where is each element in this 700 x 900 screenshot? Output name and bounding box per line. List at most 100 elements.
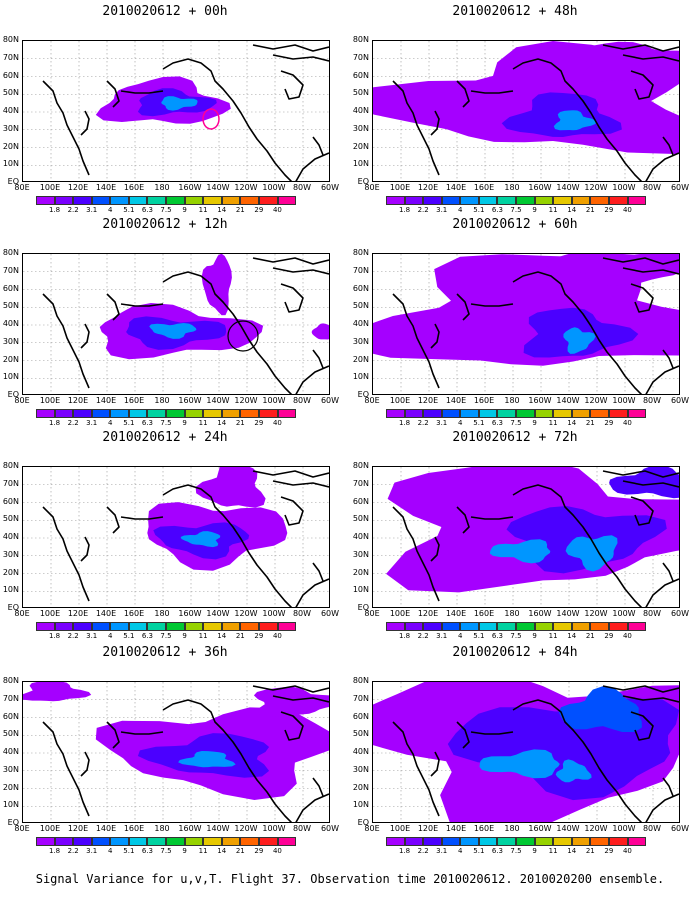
latitude-tick-label: 30N: [2, 549, 19, 559]
longitude-tick-label: 120E: [67, 396, 89, 405]
coastline: [312, 136, 324, 156]
colorbar-swatch: [277, 409, 297, 418]
colorbar-label: 29: [254, 847, 264, 855]
colorbar-label: 29: [604, 419, 614, 427]
longitude-tick-label: 180: [154, 183, 170, 192]
colorbar-label: 2.2: [67, 206, 79, 214]
latitude-tick-label: 80N: [2, 35, 19, 44]
colorbar-label: 5.1: [473, 419, 485, 427]
colorbar-label: 11: [198, 847, 208, 855]
colorbar-label: 5.1: [123, 632, 135, 640]
variance-shading: [202, 108, 220, 130]
colorbar-label: 29: [604, 206, 614, 214]
longitude-axis: 80E 100E 120E 140E 160E 180 160W 140W 120W 100W 80…: [364, 824, 689, 834]
longitude-tick-label: 180: [154, 824, 170, 833]
latitude-tick-label: 50N: [2, 301, 19, 311]
coastline: [392, 293, 440, 389]
colorbar-label: 40: [622, 206, 632, 214]
longitude-tick-label: 80E: [364, 183, 380, 192]
colorbar: 1.8 2.2 3.1 4 5.1 6.3 7.5 9 11 14 21 29 40: [386, 837, 647, 857]
latitude-tick-label: 80N: [2, 461, 19, 470]
colorbar-swatch: [590, 837, 609, 846]
colorbar-swatch: [128, 622, 148, 631]
colorbar-swatch: [110, 196, 129, 205]
colorbar-label: 29: [604, 632, 614, 640]
colorbar-label: 11: [198, 419, 208, 427]
colorbar-label: 1.8: [48, 632, 61, 640]
colorbar-swatch: [128, 409, 148, 418]
variance-shading: [180, 531, 221, 548]
coastline: [392, 721, 440, 817]
panel-title: 2010020612 + 12h: [102, 217, 228, 232]
latitude-tick-label: 40N: [352, 747, 369, 756]
longitude-tick-label: 140W: [206, 824, 230, 833]
colorbar-label: 3.1: [86, 419, 98, 427]
colorbar-label: 4: [108, 419, 113, 427]
latitude-tick-label: 70N: [2, 478, 19, 488]
colorbar-label: 1.8: [398, 419, 411, 427]
coastline: [602, 685, 679, 703]
colorbar: 1.8 2.2 3.1 4 5.1 6.3 7.5 9 11 14 21 29 40: [36, 837, 297, 857]
colorbar-label: 3.1: [86, 632, 98, 640]
variance-shading: [479, 749, 560, 779]
colorbar-swatch: [184, 196, 204, 205]
coastline: [42, 293, 90, 389]
map-panel: 2010020612 + 48h 80N 70N 60N 50N 40N 30N 20N 10N…: [350, 0, 689, 218]
colorbar-swatch: [54, 196, 74, 205]
colorbar-label: 1.8: [48, 419, 61, 427]
longitude-tick-label: 120W: [584, 396, 608, 405]
colorbar-swatch: [166, 196, 185, 205]
longitude-tick-label: 120W: [234, 609, 258, 618]
coastline: [430, 110, 440, 136]
latitude-tick-label: 40N: [2, 747, 19, 756]
latitude-tick-label: EQ: [357, 818, 369, 827]
colorbar: 1.8 2.2 3.1 4 5.1 6.3 7.5 9 11 14 21 29 40: [36, 409, 297, 429]
coastline: [312, 349, 324, 369]
colorbar-label: 3.1: [436, 206, 448, 214]
latitude-tick-label: 70N: [352, 52, 369, 62]
colorbar-swatch: [73, 622, 92, 631]
longitude-tick-label: 60W: [320, 396, 340, 405]
longitude-tick-label: 100E: [389, 824, 411, 833]
colorbar-swatch: [608, 622, 628, 631]
colorbar-label: 4: [108, 632, 113, 640]
colorbar-label: 1.8: [48, 847, 61, 855]
longitude-tick-label: 180: [154, 609, 170, 618]
latitude-tick-label: 80N: [352, 35, 369, 44]
coastline: [456, 506, 470, 534]
latitude-tick-label: 40N: [352, 106, 369, 115]
colorbar-swatch: [221, 409, 241, 418]
colorbar-label: 21: [585, 206, 595, 214]
coastline: [280, 70, 304, 100]
colorbar-label: 9: [182, 632, 187, 640]
coastline: [662, 562, 674, 582]
latitude-tick-label: 10N: [2, 372, 19, 382]
latitude-tick-label: 10N: [2, 800, 19, 810]
colorbar-swatch: [240, 837, 259, 846]
coastline: [662, 136, 674, 156]
colorbar-label: 5.1: [123, 206, 135, 214]
colorbar-label: 14: [567, 419, 577, 427]
colorbar-label: 29: [604, 847, 614, 855]
coastline: [162, 271, 293, 394]
coastline: [645, 578, 679, 607]
coastline: [602, 257, 679, 275]
colorbar-swatch: [571, 837, 591, 846]
colorbar-label: 7.5: [510, 206, 522, 214]
variance-shading: [489, 539, 551, 564]
colorbar-label: 3.1: [436, 847, 448, 855]
colorbar-label: 21: [585, 847, 595, 855]
longitude-tick-label: 100W: [612, 396, 636, 405]
colorbar-label: 7.5: [510, 419, 522, 427]
longitude-axis: 80E 100E 120E 140E 160E 180 160W 140W 120W 100W 80…: [14, 824, 339, 834]
coastline: [512, 699, 643, 822]
colorbar-label: 1.8: [398, 847, 411, 855]
latitude-tick-label: 10N: [352, 585, 369, 595]
colorbar-label: 11: [198, 206, 208, 214]
colorbar-label: 9: [182, 847, 187, 855]
longitude-tick-label: 140E: [95, 396, 117, 405]
longitude-tick-label: 100W: [612, 609, 636, 618]
coastline: [512, 271, 643, 394]
coastline: [430, 323, 440, 349]
colorbar-label: 11: [198, 632, 208, 640]
